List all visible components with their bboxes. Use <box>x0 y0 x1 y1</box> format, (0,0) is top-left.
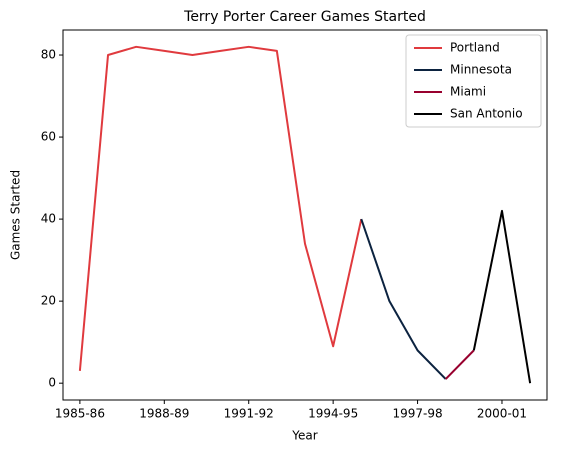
x-tick-label: 2000-01 <box>477 407 527 421</box>
chart-title: Terry Porter Career Games Started <box>183 9 426 25</box>
y-axis-label: Games Started <box>9 170 23 260</box>
series-line <box>472 209 532 384</box>
x-tick-label: 1994-95 <box>308 407 358 421</box>
series-line <box>78 45 363 371</box>
series-line <box>360 218 447 380</box>
legend-box <box>405 34 542 128</box>
plot-frame <box>62 29 548 401</box>
y-tick-label: 80 <box>41 48 56 62</box>
y-tick-label: 20 <box>41 294 56 308</box>
x-tick-label: 1997-98 <box>392 407 442 421</box>
legend-label: Miami <box>450 85 486 99</box>
x-tick-label: 1991-92 <box>224 407 274 421</box>
series-line <box>444 349 475 380</box>
x-tick-label: 1985-86 <box>55 407 105 421</box>
y-tick-label: 40 <box>41 212 56 226</box>
legend-label: San Antonio <box>450 107 523 121</box>
y-tick-label: 0 <box>48 376 56 390</box>
legend-label: Portland <box>450 41 500 55</box>
y-tick-label: 60 <box>41 130 56 144</box>
legend-label: Minnesota <box>450 63 512 77</box>
x-axis-label: Year <box>291 429 317 443</box>
x-tick-label: 1988-89 <box>139 407 189 421</box>
